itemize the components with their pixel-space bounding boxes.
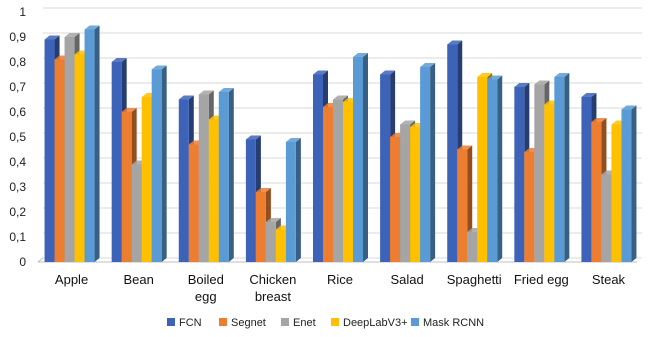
- legend-label: FCN: [179, 317, 202, 329]
- bar-group-bean: [111, 58, 167, 262]
- legend-label: Mask RCNN: [423, 317, 484, 329]
- bars: [44, 25, 637, 262]
- x-tick-label: Fried egg: [514, 272, 569, 287]
- x-tick-label: Spaghetti: [447, 272, 502, 287]
- x-tick-label: Rice: [327, 272, 353, 287]
- legend-item: Enet: [281, 317, 316, 329]
- legend: FCN Segnet Enet DeepLabV3+ Mask RCNN: [167, 317, 484, 329]
- y-tick-label: 0,5: [9, 130, 26, 144]
- bar: [218, 88, 234, 262]
- x-tick-label: Salad: [390, 272, 423, 287]
- legend-swatch: [281, 318, 289, 326]
- bar: [285, 138, 301, 262]
- y-tick-label: 1: [19, 5, 26, 19]
- x-tick-label: Chicken breast: [249, 272, 296, 304]
- legend-swatch: [411, 318, 419, 326]
- legend-item: FCN: [167, 317, 202, 329]
- bar-group-chicken-breast: [245, 135, 301, 262]
- bar: [84, 25, 100, 262]
- bar: [151, 65, 167, 262]
- x-tick-label: Bean: [123, 272, 153, 287]
- legend-swatch: [331, 318, 339, 326]
- y-tick-label: 0,3: [9, 180, 26, 194]
- bar: [487, 75, 503, 262]
- legend-swatch: [219, 318, 227, 326]
- y-axis-tick-labels: 0 0,1 0,2 0,3 0,4 0,5 0,6 0,7 0,8 0,9 1: [9, 5, 26, 269]
- legend-swatch: [167, 318, 175, 326]
- bar-group-rice: [313, 53, 368, 262]
- y-tick-label: 0,2: [9, 205, 26, 219]
- y-tick-label: 0: [19, 255, 26, 269]
- bar-group-steak: [581, 93, 637, 262]
- bar-group-apple: [44, 25, 100, 262]
- bar: [420, 63, 436, 262]
- bar: [353, 53, 368, 262]
- y-tick-label: 0,8: [9, 55, 26, 69]
- x-tick-label: Apple: [55, 272, 88, 287]
- bar-group-boiled-egg: [178, 88, 234, 262]
- bar-group-salad: [380, 63, 436, 262]
- y-tick-label: 0,4: [9, 155, 26, 169]
- bar: [621, 105, 637, 262]
- x-tick-label: Steak: [592, 272, 626, 287]
- legend-item: Segnet: [219, 317, 266, 329]
- y-tick-label: 0,7: [9, 80, 26, 94]
- bar-group-fried egg: [514, 73, 570, 262]
- legend-item: Mask RCNN: [411, 317, 484, 329]
- legend-item: DeepLabV3+: [331, 317, 408, 329]
- x-axis-depth-edge: [37, 257, 44, 263]
- bar-group-spaghetti: [447, 40, 503, 262]
- legend-label: Segnet: [231, 317, 266, 329]
- bar: [554, 73, 570, 262]
- y-tick-label: 0,9: [9, 30, 26, 44]
- category-labels: Apple Bean Boiled egg Chicken breast Rice Salad…: [55, 272, 626, 304]
- x-tick-label: Boiled egg: [188, 272, 224, 304]
- y-tick-label: 0,6: [9, 105, 26, 119]
- y-tick-label: 0,1: [9, 230, 26, 244]
- legend-label: DeepLabV3+: [343, 317, 408, 329]
- legend-label: Enet: [293, 317, 316, 329]
